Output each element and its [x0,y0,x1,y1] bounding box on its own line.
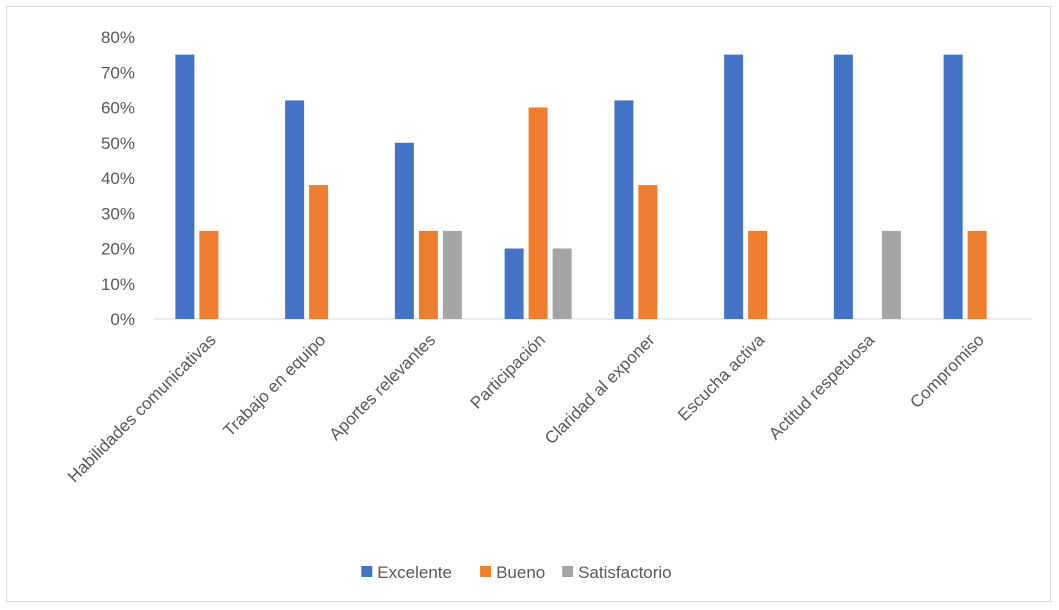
bar-bueno [748,230,768,319]
bar-satisfactorio [881,230,901,319]
legend: Excelente Bueno Satisfactorio [361,563,672,582]
chart-frame: 0% 10% 20% 30% 40% 50% 60% 70% 80% Habilidades c… [6,6,1051,602]
bar-excelente [285,100,305,319]
x-category-label: Compromiso [906,330,988,412]
y-tick-label: 70% [101,63,135,82]
bar-bueno [418,230,438,319]
x-category-label: Claridad al exponer [541,330,659,448]
legend-label-excelente: Excelente [377,563,452,582]
y-tick-label: 10% [101,275,135,294]
y-tick-label: 60% [101,99,135,118]
bar-satisfactorio [552,248,572,319]
bar-excelente [504,248,524,319]
x-category-label: Participación [467,330,549,412]
bar-bueno [309,185,329,319]
y-tick-label: 30% [101,204,135,223]
bar-bueno [199,230,219,319]
x-axis-category-labels: Habilidades comunicativas Trabajo en equi… [64,330,988,486]
bar-bueno [528,107,548,319]
bar-excelente [394,142,414,319]
x-category-label: Aportes relevantes [326,330,440,444]
bar-excelente [943,54,963,319]
bar-chart: 0% 10% 20% 30% 40% 50% 60% 70% 80% Habilidades c… [64,28,1032,582]
y-tick-label: 50% [101,134,135,153]
bars [175,54,987,319]
bar-excelente [175,54,195,319]
x-category-label: Trabajo en equipo [220,330,330,440]
bar-excelente [614,100,634,319]
x-category-label: Habilidades comunicativas [64,330,220,486]
x-category-label: Escucha activa [674,330,769,425]
legend-swatch-excelente [361,566,373,577]
bar-bueno [638,185,658,319]
y-axis-tick-labels: 0% 10% 20% 30% 40% 50% 60% 70% 80% [101,28,135,329]
y-tick-label: 0% [110,310,135,329]
y-tick-label: 40% [101,169,135,188]
legend-swatch-bueno [480,566,492,577]
x-category-label: Actitud respetuosa [765,330,878,443]
y-tick-label: 20% [101,240,135,259]
legend-label-satisfactorio: Satisfactorio [578,563,672,582]
bar-excelente [833,54,853,319]
bar-excelente [724,54,744,319]
bar-satisfactorio [442,230,462,319]
legend-swatch-satisfactorio [562,566,574,577]
y-tick-label: 80% [101,28,135,47]
legend-label-bueno: Bueno [496,563,545,582]
bar-bueno [967,230,987,319]
